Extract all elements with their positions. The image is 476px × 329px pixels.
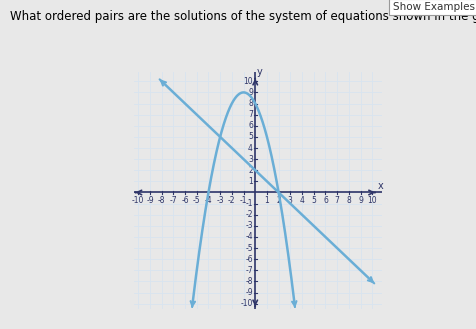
- Text: -8: -8: [245, 277, 252, 286]
- Text: -3: -3: [216, 196, 224, 205]
- Text: 2: 2: [276, 196, 280, 205]
- Text: -1: -1: [245, 199, 252, 208]
- Text: -10: -10: [132, 196, 144, 205]
- Text: -2: -2: [228, 196, 235, 205]
- Text: -4: -4: [245, 233, 252, 241]
- Text: -7: -7: [169, 196, 177, 205]
- Text: 6: 6: [322, 196, 327, 205]
- Text: -10: -10: [240, 299, 252, 308]
- Text: 6: 6: [248, 121, 252, 130]
- Text: -9: -9: [146, 196, 153, 205]
- Text: -8: -8: [158, 196, 165, 205]
- Text: 10: 10: [367, 196, 376, 205]
- Text: -1: -1: [239, 196, 247, 205]
- Text: -3: -3: [245, 221, 252, 230]
- Text: What ordered pairs are the solutions of the system of equations shown in the gra: What ordered pairs are the solutions of …: [10, 10, 476, 23]
- Text: 1: 1: [248, 177, 252, 186]
- Text: -2: -2: [245, 210, 252, 219]
- Text: 7: 7: [334, 196, 339, 205]
- Text: 1: 1: [264, 196, 269, 205]
- Text: 4: 4: [299, 196, 304, 205]
- Text: 8: 8: [346, 196, 350, 205]
- Text: -9: -9: [245, 288, 252, 297]
- Text: 3: 3: [248, 155, 252, 164]
- Text: 5: 5: [248, 132, 252, 141]
- Text: 9: 9: [357, 196, 362, 205]
- Text: 2: 2: [248, 166, 252, 175]
- Text: -5: -5: [192, 196, 200, 205]
- Text: -7: -7: [245, 266, 252, 275]
- Text: 7: 7: [248, 110, 252, 119]
- Text: 3: 3: [288, 196, 292, 205]
- Text: -4: -4: [204, 196, 212, 205]
- Text: 5: 5: [311, 196, 316, 205]
- Text: -6: -6: [181, 196, 188, 205]
- Text: -6: -6: [245, 255, 252, 264]
- Text: 10: 10: [243, 77, 252, 86]
- Text: 8: 8: [248, 99, 252, 108]
- Text: y: y: [257, 67, 262, 77]
- Text: Show Examples: Show Examples: [392, 2, 474, 12]
- Text: x: x: [377, 181, 383, 191]
- Text: 9: 9: [248, 88, 252, 97]
- Text: -5: -5: [245, 243, 252, 253]
- Text: 4: 4: [248, 143, 252, 153]
